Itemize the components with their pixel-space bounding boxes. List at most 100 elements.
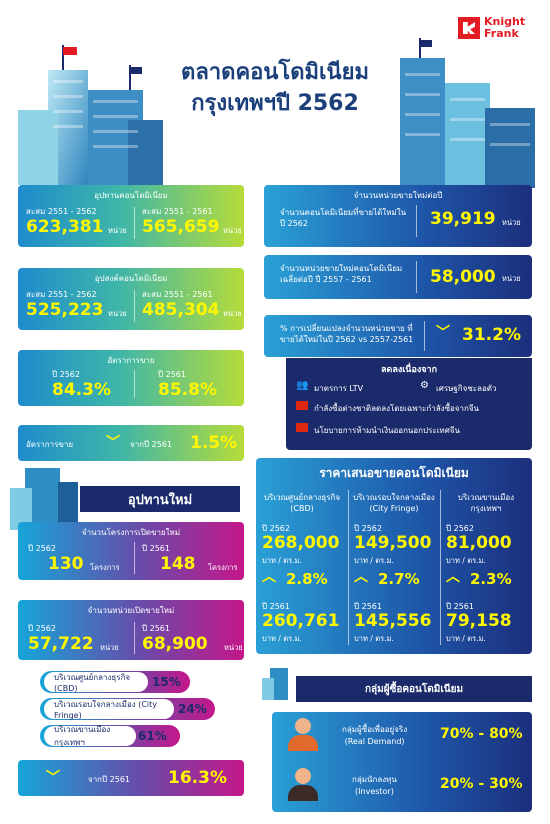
projects-right-label: ปี 2561 [142,544,170,553]
price-fringe-y1: ปี 2562 [354,524,382,533]
zone-fringe-value: 24% [178,702,207,716]
price-outer-unit2: บาท / ตร.ม. [446,634,486,643]
annual-sales-card: จำนวนหน่วยขายใหม่ต่อปี จำนวนคอนโดมิเนียม… [264,185,532,247]
buyer-real-label-text: กลุ่มผู้ซื้อเพื่ออยู่จริง [342,725,408,734]
price-cbd-v1: 268,000 [262,533,340,553]
price-fringe-h2: (City Fringe) [369,504,419,513]
people-icon: 👥 [296,380,309,391]
annual-sales-row1-value: 39,919 [430,209,496,229]
annual-sales-row3-value: 31.2% [462,325,521,345]
person-icon [288,718,318,752]
price-cbd-unit2: บาท / ตร.ม. [262,634,302,643]
projects-left-label: ปี 2562 [28,544,56,553]
price-cbd-y1: ปี 2562 [262,524,290,533]
reason-capital-control: นโยบายการห้ามนำเงินออกนอกประเทศจีน [314,426,460,435]
page-title: ตลาดคอนโดมิเนียม กรุงเทพฯปี 2562 [150,58,400,120]
price-outer-unit1: บาท / ตร.ม. [446,556,486,565]
zone-cbd-value: 15% [152,675,181,689]
reason-foreign-buyers: กำลังซื้อต่างชาติลดลงโดยเฉพาะกำลังซื้อจา… [314,404,479,413]
buyer-real-sub: (Real Demand) [344,737,405,746]
zone-cbd-label: บริเวณศูนย์กลางธุรกิจ (CBD) [44,672,148,693]
buyer-real-value: 70% - 80% [440,726,523,742]
supply-right-label: สะสม 2551 - 2561 [142,207,213,216]
price-cbd-unit1: บาท / ตร.ม. [262,556,302,565]
demand-left-value: 525,223 [26,300,104,320]
price-fringe-unit1: บาท / ตร.ม. [354,556,394,565]
annual-sales-row3-label: % การเปลี่ยนแปลงจำนวนหน่วยขาย ที่ขายได้ใ… [280,324,414,344]
chevron-down-icon: ﹀ [436,325,450,341]
sales-change-card: อัตราการขาย ﹀ จากปี 2561 1.5% [18,425,244,461]
buyer-investor-label-text: กลุ่มนักลงทุน [352,775,397,784]
units-left-label: ปี 2562 [28,624,56,633]
supply-header: อุปทานคอนโดมิเนียม [94,191,168,200]
brand-line1: Knight [484,15,526,28]
price-outer-y1: ปี 2562 [446,524,474,533]
units-left-value: 57,722 [28,634,94,654]
price-outer-y2: ปี 2561 [446,602,474,611]
price-outer-change: 2.3% [470,570,512,588]
price-fringe-header: บริเวณรอบใจกลางเมือง (City Fringe) [348,492,440,514]
price-fringe-y2: ปี 2561 [354,602,382,611]
price-fringe-unit2: บาท / ตร.ม. [354,634,394,643]
zone-outer-label: บริเวณขานเมืองกรุงเทพฯ [44,725,136,747]
prices-header: ราคาเสนอขายคอนโดมิเนียม [319,466,469,480]
demand-left-unit: หน่วย [108,309,127,318]
new-supply-change-card: ﹀ จากปี 2561 16.3% [18,760,244,796]
price-outer-header: บริเวณขานเมือง กรุงเทพฯ [440,492,532,514]
buyer-investor-value: 20% - 30% [440,776,523,792]
price-fringe-change: 2.7% [378,570,420,588]
china-flag-icon [296,423,308,432]
demand-right-unit: หน่วย [223,309,242,318]
title-line1: ตลาดคอนโดมิเนียม [181,60,369,85]
new-supply-header: อุปทานใหม่ [80,486,240,512]
new-projects-card: จำนวนโครงการเปิดขายใหม่ ปี 2562 130 โครง… [18,522,244,580]
units-right-unit: หน่วย [224,643,243,652]
price-outer-h1: บริเวณขานเมือง [457,493,515,502]
chevron-down-icon: ﹀ [106,435,120,451]
annual-sales-row2-label: จำนวนหน่วยขายใหม่คอนโดมิเนียม เฉลี่ยต่อป… [280,264,403,284]
new-projects-header: จำนวนโครงการเปิดขายใหม่ [81,528,181,537]
demand-card: อุปสงค์คอนโดมิเนียม สะสม 2551 - 2562 525… [18,268,244,330]
price-outer-v2: 79,158 [446,611,512,631]
price-fringe-v2: 145,556 [354,611,432,631]
demand-left-label: สะสม 2551 - 2562 [26,290,97,299]
economy-icon: ⚙ [420,380,429,391]
buildings-right-illustration [400,38,535,188]
brand-line2: Frank [484,27,519,40]
supply-left-unit: หน่วย [108,226,127,235]
sales-rate-left-label: ปี 2562 [52,370,80,379]
projects-left-value: 130 [48,554,84,574]
building-small-illustration [262,668,288,700]
buyer-investor-label: กลุ่มนักลงทุน (Investor) [352,774,397,798]
logo-mark-icon [458,17,480,39]
projects-left-unit: โครงการ [90,563,120,572]
avg-sales-card: จำนวนหน่วยขายใหม่คอนโดมิเนียม เฉลี่ยต่อป… [264,255,532,299]
prices-card: ราคาเสนอขายคอนโดมิเนียม บริเวณศูนย์กลางธ… [256,458,532,654]
chevron-down-icon: ﹀ [46,770,60,786]
price-outer-v1: 81,000 [446,533,512,553]
demand-right-value: 485,304 [142,300,220,320]
buyer-investor-sub: (Investor) [355,787,394,796]
sales-rate-card: อัตราการขาย ปี 2562 84.3% ปี 2561 85.8% [18,350,244,406]
buyers-header: กลุ่มผู้ซื้อคอนโดมิเนียม [296,676,532,702]
projects-right-value: 148 [160,554,196,574]
annual-sales-row1-label: จำนวนคอนโดมิเนียมที่ขายได้ใหม่ในปี 2562 [280,208,407,228]
price-fringe-v1: 149,500 [354,533,432,553]
price-outer-h2: กรุงเทพฯ [470,504,502,513]
units-right-label: ปี 2561 [142,624,170,633]
person-icon [288,768,318,802]
projects-right-unit: โครงการ [208,563,238,572]
sales-change-label: อัตราการขาย [26,440,74,449]
reason-economy: เศรษฐกิจชะลอตัว [436,384,497,393]
reason-ltv: มาตรการ LTV [314,384,364,393]
annual-sales-row2-value: 58,000 [430,267,496,287]
chevron-up-icon: ︿ [262,569,276,585]
chevron-up-icon: ︿ [446,569,460,585]
new-supply-change-value: 16.3% [168,768,227,788]
price-cbd-change: 2.8% [286,570,328,588]
supply-card: อุปทานคอนโดมิเนียม สะสม 2551 - 2562 623,… [18,185,244,247]
zone-fringe-label: บริเวณรอบใจกลางเมือง (City Fringe) [44,699,174,720]
price-fringe-h1: บริเวณรอบใจกลางเมือง [353,493,435,502]
sales-rate-header: อัตราการขาย [107,356,155,365]
price-cbd-v2: 260,761 [262,611,340,631]
